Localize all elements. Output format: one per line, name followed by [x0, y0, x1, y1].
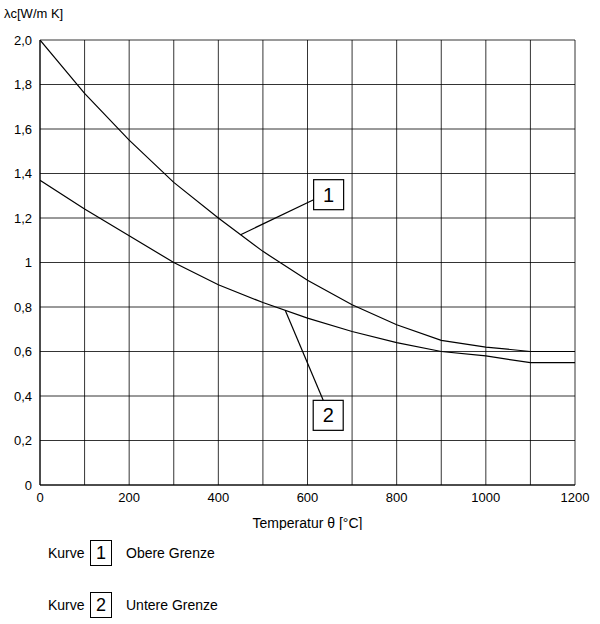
html-text:λc[W/m K]: λc[W/m K] — [4, 6, 64, 21]
html-text:1: 1 — [96, 543, 106, 563]
svg-text:1000: 1000 — [471, 490, 500, 505]
svg-text:1: 1 — [323, 184, 334, 206]
html-text:Obere Grenze: Obere Grenze — [126, 545, 215, 561]
html-text:2: 2 — [96, 595, 106, 615]
svg-text:0,8: 0,8 — [14, 300, 32, 315]
svg-text:800: 800 — [386, 490, 408, 505]
svg-text:1,2: 1,2 — [14, 211, 32, 226]
svg-text:2: 2 — [323, 404, 334, 426]
svg-text:0,2: 0,2 — [14, 433, 32, 448]
svg-text:1,8: 1,8 — [14, 77, 32, 92]
html-text:Kurve: Kurve — [48, 545, 85, 561]
svg-text:1200: 1200 — [561, 490, 590, 505]
svg-text:1: 1 — [25, 255, 32, 270]
svg-text:200: 200 — [118, 490, 140, 505]
svg-text:600: 600 — [297, 490, 319, 505]
svg-text:0: 0 — [36, 490, 43, 505]
svg-text:0,4: 0,4 — [14, 389, 32, 404]
html-text:Untere Grenze: Untere Grenze — [126, 597, 218, 613]
svg-text:400: 400 — [207, 490, 229, 505]
html-text:Kurve: Kurve — [48, 597, 85, 613]
svg-text:1,4: 1,4 — [14, 166, 32, 181]
svg-text:2,0: 2,0 — [14, 33, 32, 48]
svg-text:0: 0 — [25, 478, 32, 493]
svg-text:1,6: 1,6 — [14, 122, 32, 137]
svg-text:0,6: 0,6 — [14, 344, 32, 359]
svg-text:Temperatur θ [°C]: Temperatur θ [°C] — [253, 515, 363, 530]
